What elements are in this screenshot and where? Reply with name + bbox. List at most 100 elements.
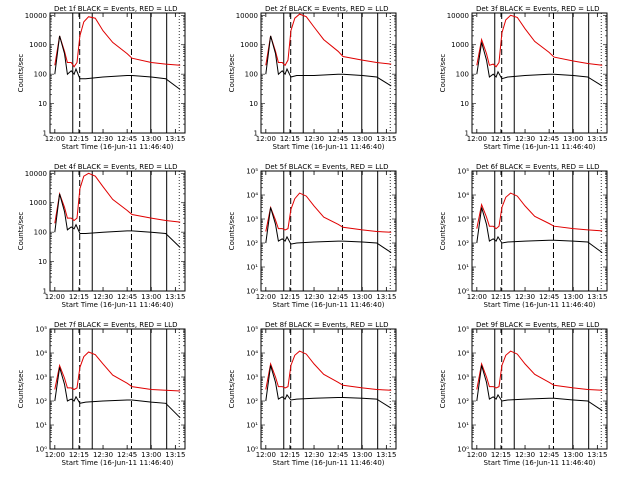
detector-panel-5: 12:00 12:15 12:30 12:45 13:00 13:15 10⁰ 10¹ 10² 1… — [228, 163, 397, 309]
lld-line — [476, 14, 603, 68]
x-tick-label: 13:15 — [165, 135, 185, 143]
y-tick-label: 10⁴ — [246, 350, 258, 358]
detector-panel-6: 12:00 12:15 12:30 12:45 13:00 13:15 10⁰ 10¹ 10² 1… — [439, 163, 608, 309]
events-line — [265, 207, 392, 254]
panel-title: Det 9f BLACK = Events, RED = LLD — [476, 321, 599, 329]
events-line — [265, 365, 392, 409]
x-tick-label: 12:00 — [45, 451, 65, 459]
detector-panel-9: 12:00 12:15 12:30 12:45 13:00 13:15 10⁰ 10¹ 10² 1… — [439, 321, 608, 467]
x-axis-label: Start Time (16-Jun-11 11:46:40) — [484, 143, 596, 151]
x-tick-label: 12:00 — [256, 451, 276, 459]
detector-panel-8: 12:00 12:15 12:30 12:45 13:00 13:15 10⁰ 10¹ 10² 1… — [228, 321, 397, 467]
x-tick-label: 13:15 — [587, 135, 607, 143]
y-tick-label: 10¹ — [457, 422, 469, 430]
x-tick-label: 13:00 — [563, 135, 583, 143]
x-tick-label: 12:45 — [328, 451, 348, 459]
detector-panel-7: 12:00 12:15 12:30 12:45 13:00 13:15 10⁰ 10¹ 10² 1… — [17, 321, 186, 467]
x-tick-label: 12:15 — [491, 293, 511, 301]
y-tick-label: 1000 — [29, 199, 47, 207]
detector-panel-1: 12:00 12:15 12:30 12:45 13:00 13:15 1 10 100 1000… — [17, 5, 186, 151]
y-tick-label: 10³ — [457, 374, 469, 382]
y-axis-label: Counts/sec — [439, 370, 447, 409]
y-tick-label: 10³ — [246, 216, 258, 224]
x-tick-label: 13:15 — [165, 293, 185, 301]
x-axis-label: Start Time (16-Jun-11 11:46:40) — [62, 301, 174, 309]
x-tick-label: 12:00 — [467, 293, 487, 301]
y-tick-label: 1000 — [451, 41, 469, 49]
panel-title: Det 7f BLACK = Events, RED = LLD — [54, 321, 177, 329]
y-axis-label: Counts/sec — [17, 212, 25, 251]
x-tick-label: 13:00 — [352, 293, 372, 301]
x-axis-label: Start Time (16-Jun-11 11:46:40) — [62, 459, 174, 467]
detector-panel-4: 12:00 12:15 12:30 12:45 13:00 13:15 1 10 100 1000… — [17, 163, 186, 309]
x-tick-label: 12:15 — [280, 451, 300, 459]
lld-line — [54, 351, 181, 392]
y-tick-label: 10⁵ — [35, 326, 47, 334]
y-tick-label: 10⁰ — [35, 446, 47, 454]
plot-frame — [260, 328, 397, 450]
x-tick-label: 12:00 — [467, 451, 487, 459]
plot-frame — [260, 170, 397, 292]
plot-frame — [471, 170, 608, 292]
x-axis-label: Start Time (16-Jun-11 11:46:40) — [484, 301, 596, 309]
x-tick-label: 13:00 — [141, 135, 161, 143]
x-tick-label: 12:45 — [539, 451, 559, 459]
lld-line — [476, 350, 603, 391]
y-tick-label: 10³ — [457, 216, 469, 224]
x-tick-label: 12:30 — [93, 451, 113, 459]
lld-line — [54, 16, 181, 68]
events-line — [54, 35, 181, 90]
y-tick-label: 10⁵ — [457, 326, 469, 334]
plot-frame — [49, 170, 186, 292]
y-tick-label: 10 — [460, 100, 469, 108]
panel-title: Det 2f BLACK = Events, RED = LLD — [265, 5, 388, 13]
events-line — [54, 367, 181, 419]
panel-title: Det 6f BLACK = Events, RED = LLD — [476, 163, 599, 171]
y-tick-label: 1 — [465, 130, 469, 138]
x-tick-label: 12:00 — [467, 135, 487, 143]
x-tick-label: 12:00 — [256, 293, 276, 301]
x-tick-label: 13:00 — [352, 451, 372, 459]
x-tick-label: 12:00 — [45, 293, 65, 301]
x-tick-label: 12:00 — [256, 135, 276, 143]
plot-frame — [260, 12, 397, 134]
y-tick-label: 10⁴ — [457, 350, 469, 358]
x-tick-label: 12:30 — [304, 451, 324, 459]
y-tick-label: 10⁰ — [457, 288, 469, 296]
x-tick-label: 13:00 — [141, 293, 161, 301]
x-axis-label: Start Time (16-Jun-11 11:46:40) — [273, 143, 385, 151]
x-tick-label: 13:00 — [563, 451, 583, 459]
panel-title: Det 4f BLACK = Events, RED = LLD — [54, 163, 177, 171]
x-axis-label: Start Time (16-Jun-11 11:46:40) — [273, 301, 385, 309]
x-tick-label: 12:30 — [304, 293, 324, 301]
y-tick-label: 1000 — [29, 41, 47, 49]
x-tick-label: 13:15 — [376, 293, 396, 301]
x-tick-label: 12:15 — [69, 451, 89, 459]
events-line — [54, 193, 181, 248]
y-axis-label: Counts/sec — [228, 54, 236, 93]
x-tick-label: 12:30 — [304, 135, 324, 143]
y-tick-label: 10000 — [25, 12, 47, 20]
panel-title: Det 5f BLACK = Events, RED = LLD — [265, 163, 388, 171]
x-tick-label: 13:00 — [141, 451, 161, 459]
x-tick-label: 13:00 — [563, 293, 583, 301]
y-tick-label: 100 — [34, 71, 47, 79]
plot-frame — [471, 12, 608, 134]
x-tick-label: 12:30 — [515, 293, 535, 301]
x-tick-label: 12:45 — [328, 293, 348, 301]
lld-line — [265, 192, 392, 233]
y-tick-label: 100 — [34, 229, 47, 237]
x-tick-label: 12:45 — [117, 451, 137, 459]
events-line — [476, 207, 603, 254]
events-line — [476, 365, 603, 412]
x-tick-label: 12:15 — [491, 135, 511, 143]
x-tick-label: 12:30 — [515, 451, 535, 459]
y-axis-label: Counts/sec — [17, 54, 25, 93]
x-tick-label: 12:15 — [280, 135, 300, 143]
x-tick-label: 12:15 — [280, 293, 300, 301]
y-tick-label: 10² — [457, 398, 469, 406]
y-tick-label: 10⁴ — [457, 192, 469, 200]
y-axis-label: Counts/sec — [439, 212, 447, 251]
x-tick-label: 13:15 — [376, 451, 396, 459]
